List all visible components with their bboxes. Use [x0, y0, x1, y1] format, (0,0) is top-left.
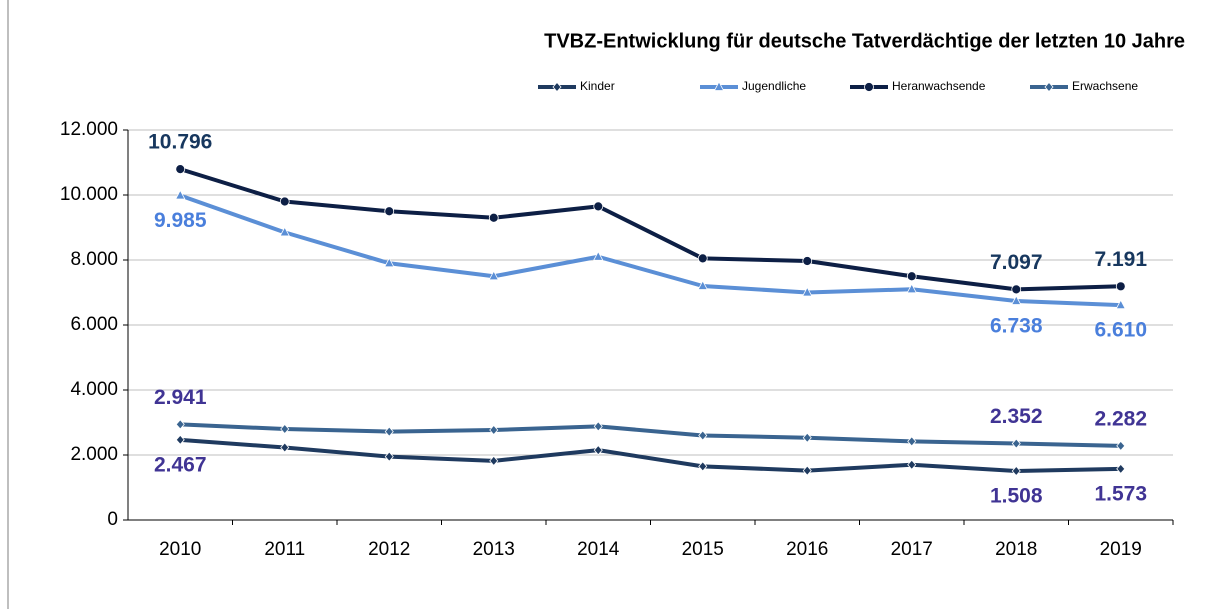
point [280, 423, 290, 435]
x-tick-label: 2019 [1100, 539, 1142, 560]
value-label: 10.796 [148, 131, 212, 154]
point [1011, 295, 1022, 305]
point [593, 250, 604, 261]
y-tick-label: 4.000 [70, 379, 118, 400]
value-label: 1.508 [990, 485, 1043, 508]
y-tick-label: 12.000 [60, 119, 118, 140]
point [802, 465, 812, 476]
value-label: 7.097 [990, 251, 1043, 274]
point [698, 461, 708, 472]
point [1011, 438, 1021, 449]
point [593, 421, 603, 432]
legend-marker [552, 81, 562, 93]
chart-border [7, 0, 9, 609]
value-label: 2.352 [990, 405, 1043, 428]
point [384, 206, 395, 217]
point [175, 419, 185, 430]
x-tick-label: 2018 [995, 539, 1037, 560]
point [593, 445, 603, 456]
point [698, 430, 708, 441]
y-tick-label: 0 [107, 509, 118, 530]
point [1011, 284, 1022, 295]
point [1011, 465, 1021, 477]
value-label: 1.573 [1094, 482, 1147, 505]
point [802, 256, 813, 266]
y-tick-label: 2.000 [70, 444, 118, 465]
point [279, 226, 290, 237]
point [906, 271, 917, 282]
point [175, 164, 186, 175]
x-tick-label: 2010 [159, 539, 201, 560]
legend-marker [1044, 81, 1054, 93]
x-tick-label: 2016 [786, 539, 828, 560]
point [697, 280, 708, 290]
point [802, 286, 813, 297]
legend-marker [864, 82, 874, 92]
legend-label: Heranwachsende [892, 79, 986, 93]
series-line [179, 193, 1121, 308]
series-line [180, 422, 1121, 448]
x-tick-label: 2012 [368, 539, 410, 560]
point [907, 459, 917, 470]
x-tick-label: 2014 [577, 539, 620, 560]
point [697, 253, 708, 264]
point [279, 196, 290, 207]
x-tick-label: 2015 [682, 539, 724, 560]
value-label: 2.467 [154, 453, 207, 476]
point [802, 432, 812, 443]
point [175, 189, 186, 200]
legend-label: Kinder [580, 79, 615, 93]
value-label: 2.941 [154, 386, 207, 409]
value-label: 9.985 [154, 209, 207, 232]
point [489, 455, 499, 466]
point [907, 436, 917, 447]
point [488, 212, 499, 223]
x-tick-label: 2011 [264, 539, 305, 560]
point [384, 257, 395, 268]
chart-title: TVBZ-Entwicklung für deutsche Tatverdäch… [544, 30, 1185, 52]
y-tick-label: 6.000 [70, 314, 118, 335]
point [489, 424, 499, 436]
x-tick-label: 2017 [891, 539, 933, 560]
point [384, 451, 394, 462]
value-label: 7.191 [1094, 248, 1147, 271]
series-line [179, 167, 1121, 292]
legend-marker [713, 81, 725, 91]
point [175, 434, 185, 445]
point [1115, 281, 1126, 292]
point [593, 201, 604, 212]
point [280, 442, 290, 453]
point [1116, 463, 1126, 474]
y-tick-label: 10.000 [60, 184, 118, 205]
value-label: 6.738 [990, 315, 1043, 338]
legend-label: Erwachsene [1072, 79, 1138, 93]
value-label: 6.610 [1094, 319, 1147, 342]
x-tick-label: 2013 [473, 539, 515, 560]
point [1116, 440, 1126, 451]
point [384, 426, 394, 437]
value-label: 2.282 [1094, 407, 1147, 430]
y-tick-label: 8.000 [70, 249, 118, 270]
series-line [180, 437, 1121, 473]
point [1115, 299, 1126, 310]
point [906, 283, 917, 294]
legend-label: Jugendliche [742, 79, 806, 93]
point [488, 270, 499, 281]
